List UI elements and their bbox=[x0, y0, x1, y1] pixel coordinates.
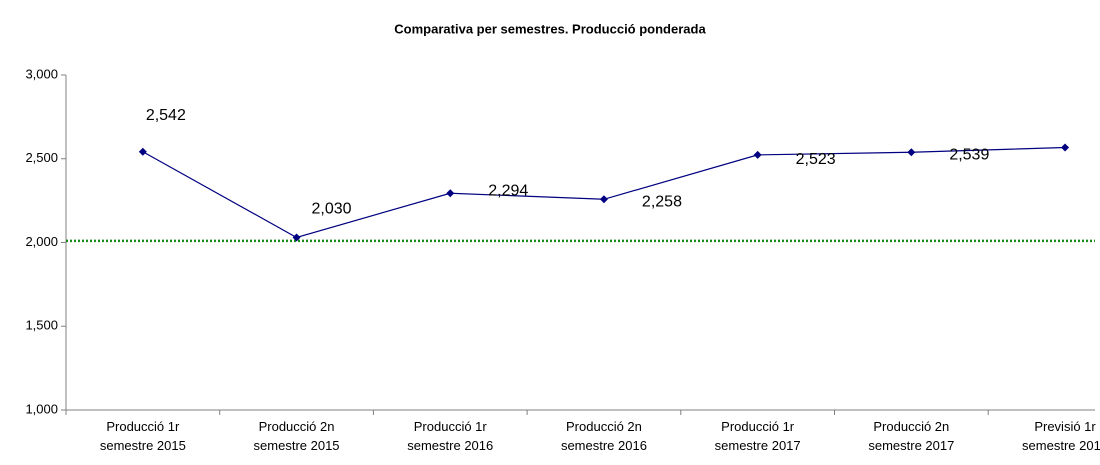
x-tick-label: Previsió 1r semestre 2018 bbox=[1022, 419, 1100, 453]
x-tick-label: Producció 1r semestre 2017 bbox=[715, 419, 801, 453]
x-tick-label: Producció 2n semestre 2017 bbox=[868, 419, 954, 453]
x-tick-line: Producció 2n bbox=[873, 419, 949, 434]
x-tick-line: semestre 2018 bbox=[1022, 438, 1100, 453]
y-tick-label: 2,000 bbox=[25, 234, 58, 249]
marker bbox=[292, 233, 301, 242]
y-tick-label: 1,000 bbox=[25, 401, 58, 416]
x-tick-line: semestre 2016 bbox=[407, 438, 493, 453]
x-tick-line: Producció 1r bbox=[414, 419, 488, 434]
marker bbox=[446, 189, 455, 198]
y-tick-label: 2,500 bbox=[25, 150, 58, 165]
x-tick-label: Producció 2n semestre 2016 bbox=[561, 419, 647, 453]
marker bbox=[907, 148, 916, 157]
x-tick-line: semestre 2015 bbox=[254, 438, 340, 453]
data-label: 2,294 bbox=[488, 182, 528, 199]
line bbox=[142, 146, 1066, 239]
data-label: 2,542 bbox=[146, 107, 186, 124]
x-tick-line: Producció 2n bbox=[259, 419, 335, 434]
x-tick-label: Producció 2n semestre 2015 bbox=[254, 419, 340, 453]
x-tick-line: semestre 2016 bbox=[561, 438, 647, 453]
x-tick-line: semestre 2017 bbox=[715, 438, 801, 453]
x-tick-line: semestre 2015 bbox=[100, 438, 186, 453]
data-label: 2,539 bbox=[949, 146, 989, 163]
marker bbox=[599, 195, 608, 204]
x-tick-line: Producció 1r bbox=[106, 419, 180, 434]
x-tick-label: Producció 1r semestre 2016 bbox=[407, 419, 493, 453]
data-label: 2,258 bbox=[642, 194, 682, 211]
marker bbox=[1061, 143, 1070, 152]
marker bbox=[753, 150, 762, 159]
x-tick-line: Previsió 1r bbox=[1034, 419, 1096, 434]
data-label: 2,523 bbox=[796, 151, 836, 168]
y-tick-label: 3,000 bbox=[25, 66, 58, 81]
data-label: 2,030 bbox=[312, 201, 352, 218]
x-tick-label: Producció 1r semestre 2015 bbox=[100, 419, 186, 453]
x-tick-line: Producció 1r bbox=[721, 419, 795, 434]
chart-title: Comparativa per semestres. Producció pon… bbox=[394, 21, 706, 36]
x-tick-line: semestre 2017 bbox=[868, 438, 954, 453]
y-tick-label: 1,500 bbox=[25, 318, 58, 333]
marker bbox=[138, 147, 147, 156]
x-tick-line: Producció 2n bbox=[566, 419, 642, 434]
